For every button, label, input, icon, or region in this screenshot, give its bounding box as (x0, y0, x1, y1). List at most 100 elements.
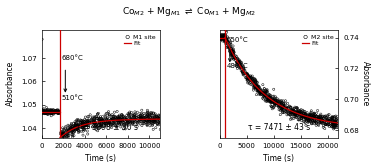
Point (90, 122, 96, 124)
Point (98, 115, 104, 118)
Point (136, 115, 142, 118)
Point (156, 117, 163, 120)
Point (48, 112, 54, 115)
Point (70, 128, 76, 130)
Point (293, 112, 299, 114)
Point (279, 107, 285, 110)
Point (98, 117, 104, 120)
Point (229, 50, 235, 53)
Point (238, 63, 244, 66)
Point (294, 110, 301, 113)
Point (267, 101, 273, 103)
Point (281, 107, 287, 109)
Point (109, 118, 115, 121)
Point (256, 88, 262, 90)
Point (67, 128, 73, 131)
Point (317, 114, 323, 117)
Point (220, 37, 226, 40)
Point (224, 38, 230, 41)
Point (106, 122, 112, 125)
Point (288, 111, 294, 113)
Point (54, 111, 60, 113)
Point (302, 115, 308, 118)
Point (298, 108, 304, 111)
Point (238, 65, 244, 68)
Point (231, 57, 237, 59)
Point (251, 87, 257, 89)
Point (270, 99, 276, 102)
Point (283, 105, 289, 108)
Point (232, 59, 239, 62)
Point (328, 125, 335, 128)
Point (253, 80, 259, 83)
Point (220, 37, 226, 40)
Point (303, 115, 309, 118)
Point (322, 127, 328, 130)
Point (240, 72, 246, 74)
Point (42, 111, 48, 113)
Point (300, 111, 306, 113)
Point (278, 99, 284, 102)
Point (137, 112, 143, 115)
Point (69, 131, 75, 133)
Point (129, 122, 135, 124)
Point (241, 74, 247, 76)
Point (281, 102, 287, 105)
Point (284, 107, 290, 109)
Point (40, 110, 46, 113)
Point (220, 38, 226, 40)
Point (52, 110, 58, 112)
Point (253, 86, 259, 89)
Point (273, 100, 279, 102)
Point (256, 85, 262, 88)
Point (295, 119, 301, 121)
Point (219, 35, 225, 38)
Point (300, 115, 306, 118)
Point (110, 117, 116, 120)
Point (277, 104, 283, 107)
Point (223, 37, 229, 40)
Point (222, 38, 228, 40)
Point (318, 120, 324, 122)
Point (265, 98, 271, 101)
Point (148, 121, 154, 124)
Point (309, 116, 315, 119)
Point (97, 126, 103, 129)
Point (68, 124, 74, 127)
Point (79, 124, 85, 127)
Point (223, 46, 229, 49)
Point (257, 91, 263, 93)
Point (145, 115, 151, 118)
Point (217, 34, 223, 37)
Point (278, 103, 284, 106)
Point (253, 85, 259, 88)
Point (84, 119, 90, 122)
Point (42, 110, 48, 113)
Point (237, 66, 243, 69)
Point (108, 118, 114, 121)
Point (317, 119, 323, 121)
Point (118, 117, 124, 119)
Point (138, 120, 144, 123)
Point (82, 120, 88, 123)
Point (266, 96, 272, 99)
Point (217, 35, 223, 38)
Point (218, 36, 225, 39)
Point (273, 102, 279, 105)
Point (225, 46, 231, 49)
Point (230, 53, 236, 56)
Point (234, 57, 240, 60)
Point (121, 123, 127, 125)
Point (107, 119, 113, 122)
Point (73, 125, 79, 128)
Point (227, 47, 233, 50)
Point (50, 113, 56, 116)
Point (94, 122, 101, 124)
Point (48, 111, 54, 114)
Point (271, 102, 277, 105)
Point (130, 116, 136, 118)
Point (132, 111, 138, 113)
Point (144, 120, 150, 123)
Point (142, 119, 148, 121)
Point (217, 37, 223, 40)
